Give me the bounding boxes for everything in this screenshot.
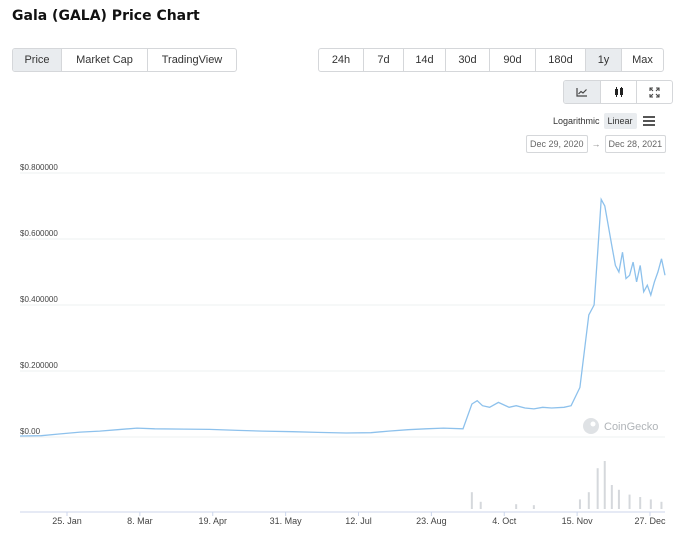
x-tick-label: 23. Aug (416, 516, 447, 526)
volume-bar (617, 489, 620, 509)
volume-bar (578, 499, 581, 509)
candlestick-icon[interactable] (600, 81, 636, 103)
range-90d[interactable]: 90d (489, 49, 535, 71)
date-range: Dec 29, 2020 → Dec 28, 2021 (526, 135, 667, 153)
line-chart-icon[interactable] (564, 81, 600, 103)
volume-bar (610, 485, 613, 509)
range-180d[interactable]: 180d (535, 49, 585, 71)
page-title: Gala (GALA) Price Chart (12, 8, 200, 24)
y-tick-label: $0.600000 (20, 229, 58, 238)
watermark-text: CoinGecko (604, 421, 658, 433)
volume-bar (603, 461, 606, 509)
coingecko-logo-icon (583, 418, 599, 434)
volume-bar (660, 501, 663, 509)
volume-bar (587, 492, 590, 509)
menu-icon[interactable] (642, 114, 655, 128)
range-14d[interactable]: 14d (403, 49, 445, 71)
tab-market-cap[interactable]: Market Cap (61, 49, 147, 71)
grid (20, 172, 665, 438)
date-to-input[interactable]: Dec 28, 2021 (604, 135, 667, 153)
x-axis: 25. Jan 8. Mar 19. Apr 31. May 12. Jul 23. Au… (52, 512, 666, 526)
range-30d[interactable]: 30d (445, 49, 489, 71)
date-from-input[interactable]: Dec 29, 2020 (526, 135, 588, 153)
volume-bar (532, 505, 535, 509)
volume-bar (479, 501, 482, 509)
y-axis: $0.800000 $0.600000 $0.400000 $0.200000 $0.0… (20, 163, 58, 436)
price-series-line (19, 197, 666, 437)
scale-toggle: Logarithmic Linear (549, 113, 655, 129)
y-tick-label: $0.00 (20, 427, 41, 436)
range-24h[interactable]: 24h (331, 54, 351, 66)
x-tick-label: 25. Jan (52, 516, 82, 526)
volume-bar (596, 468, 599, 509)
chart-type-toggle (563, 80, 673, 104)
view-tabs: Price Market Cap TradingView (12, 48, 237, 72)
x-tick-label: 27. Dec (634, 516, 666, 526)
volume-bars (470, 461, 663, 509)
y-tick-label: $0.400000 (20, 295, 58, 304)
tab-price[interactable]: Price (13, 49, 61, 71)
range-max[interactable]: Max (621, 49, 663, 71)
volume-bar (649, 499, 652, 509)
x-tick-label: 8. Mar (127, 516, 153, 526)
x-tick-label: 19. Apr (198, 516, 227, 526)
fullscreen-icon[interactable] (636, 81, 672, 103)
x-tick-label: 15. Nov (562, 516, 594, 526)
price-chart: $0.800000 $0.600000 $0.400000 $0.200000 $0.0… (19, 163, 666, 526)
volume-bar (515, 504, 518, 509)
volume-bar (628, 494, 631, 509)
scale-logarithmic[interactable]: Logarithmic (553, 116, 600, 126)
coingecko-logo-eye (590, 421, 596, 427)
volume-bar (470, 492, 473, 509)
range-tabs: 24h 7d 14d 30d 90d 180d 1y Max (318, 48, 664, 72)
x-tick-label: 12. Jul (345, 516, 372, 526)
x-tick-label: 31. May (270, 516, 303, 526)
watermark: CoinGecko (583, 418, 658, 434)
range-7d[interactable]: 7d (363, 49, 403, 71)
x-tick-label: 4. Oct (492, 516, 517, 526)
tab-tradingview[interactable]: TradingView (147, 49, 236, 71)
volume-bar (639, 497, 642, 509)
range-1y[interactable]: 1y (585, 49, 621, 71)
y-tick-label: $0.200000 (20, 361, 58, 370)
y-tick-label: $0.800000 (20, 163, 58, 172)
arrow-icon: → (591, 139, 601, 149)
scale-linear[interactable]: Linear (603, 113, 637, 129)
